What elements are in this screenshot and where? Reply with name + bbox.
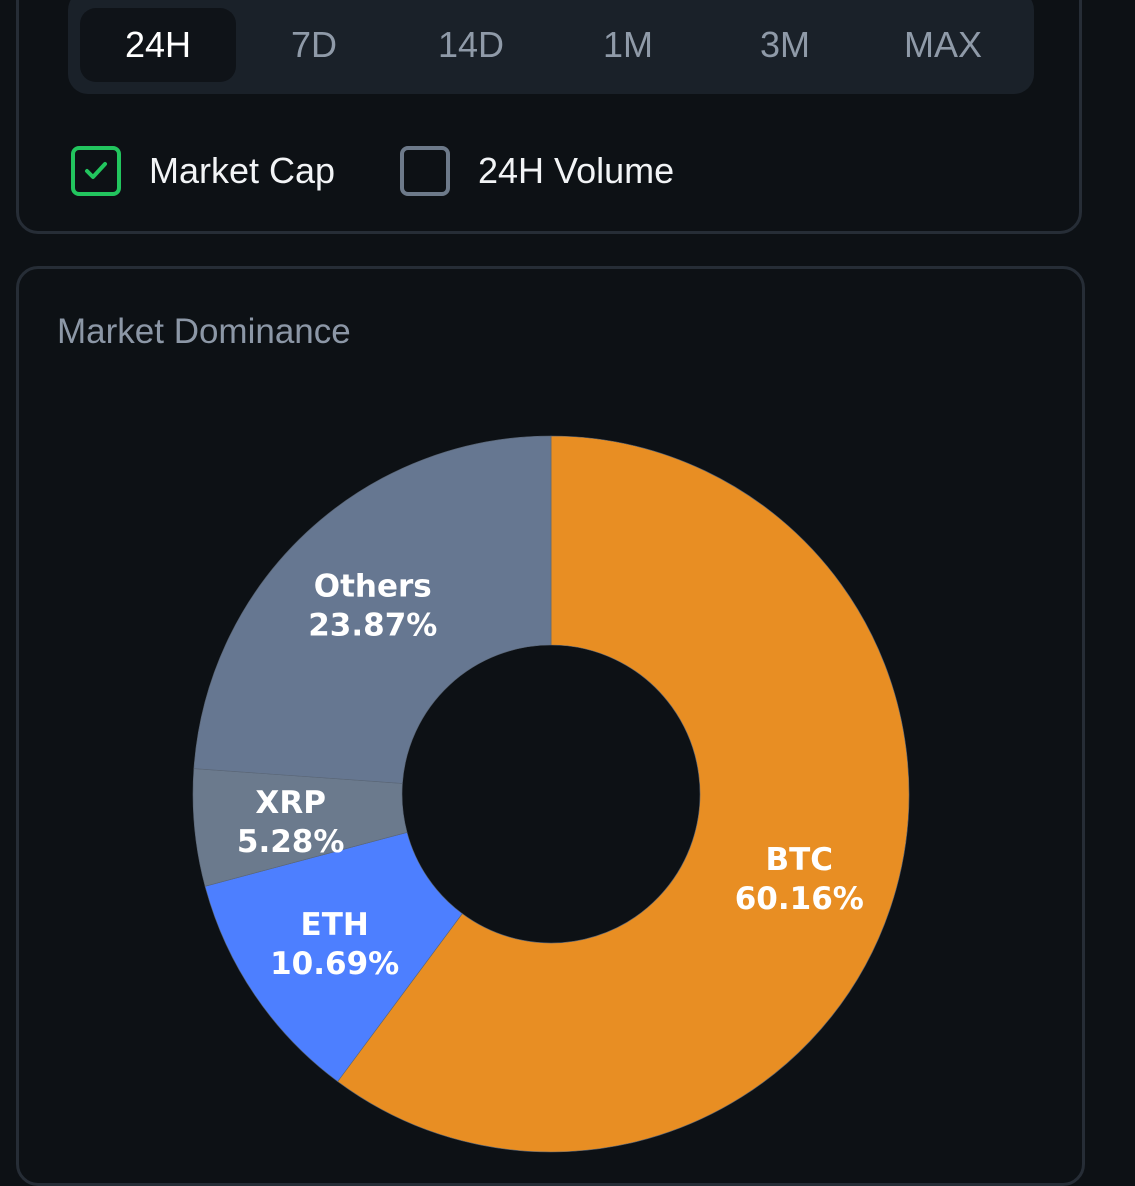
slice-label-eth: ETH (301, 907, 369, 943)
timeframe-selector: 24H 7D 14D 1M 3M MAX (68, 0, 1034, 94)
timeframe-1m-button[interactable]: 1M (602, 24, 653, 65)
slice-eth[interactable] (204, 832, 463, 1082)
volume-24h-checkbox[interactable] (400, 146, 450, 196)
timeframe-3m-button[interactable]: 3M (759, 24, 810, 65)
slice-btc[interactable] (337, 435, 910, 1153)
slice-value-eth: 10.69% (270, 946, 399, 982)
chart-title: Market Dominance (57, 312, 351, 351)
slice-value-btc: 60.16% (735, 881, 864, 917)
checkmark-icon (85, 162, 107, 179)
slice-value-xrp: 5.28% (237, 824, 345, 860)
slice-value-others: 23.87% (308, 608, 437, 644)
timeframe-max-button[interactable]: MAX (903, 24, 982, 65)
market-cap-toggle[interactable]: Market Cap (71, 146, 335, 196)
market-cap-label: Market Cap (149, 150, 336, 191)
timeframe-24h-button[interactable]: 24H (80, 8, 236, 82)
slice-label-others: Others (314, 569, 432, 605)
slice-label-xrp: XRP (255, 785, 326, 821)
volume-24h-toggle[interactable]: 24H Volume (400, 146, 674, 196)
slice-label-btc: BTC (766, 842, 834, 878)
volume-24h-label: 24H Volume (478, 150, 675, 191)
timeframe-14d-button[interactable]: 14D (437, 24, 505, 65)
market-cap-checkbox[interactable] (71, 146, 121, 196)
slice-others[interactable] (193, 435, 552, 784)
timeframe-7d-button[interactable]: 7D (290, 24, 338, 65)
